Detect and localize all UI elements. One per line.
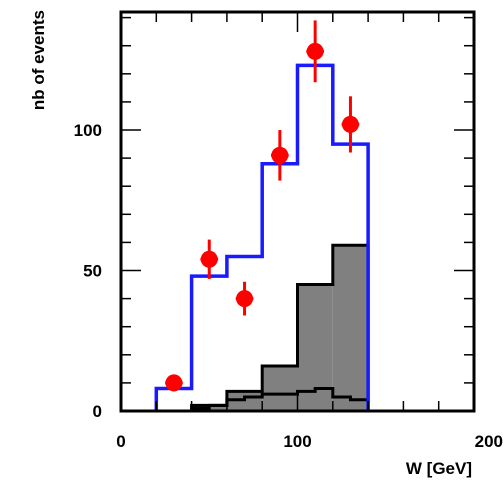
y-tick-label: 100: [74, 121, 102, 140]
data-point-0: [165, 374, 183, 392]
data-marker: [341, 115, 359, 133]
data-marker: [236, 290, 254, 308]
blue-step-line: [154, 63, 370, 411]
y-axis-title: nb of events: [29, 10, 48, 110]
data-marker: [306, 42, 324, 60]
data-point-1: [200, 239, 219, 279]
x-tick-label: 0: [116, 432, 125, 451]
plot-area: [121, 20, 474, 413]
black-step-line: [156, 387, 370, 413]
y-tick-label: 50: [83, 262, 102, 281]
x-tick-label: 100: [283, 432, 311, 451]
data-marker: [200, 250, 218, 268]
data-point-5: [341, 96, 360, 153]
y-tick-label: 0: [93, 402, 102, 421]
data-point-3: [271, 130, 289, 181]
data-point-2: [235, 281, 254, 316]
filled-bar-5: [332, 245, 369, 411]
x-tick-label: 200: [475, 432, 503, 451]
filled-bar-3: [262, 366, 298, 411]
data-marker: [165, 374, 183, 392]
axis-ticks: 0 100 200 0 50 100: [74, 12, 503, 451]
data-marker: [271, 146, 289, 164]
data-point-4: [306, 20, 324, 83]
x-axis-title: W [GeV]: [406, 459, 472, 478]
